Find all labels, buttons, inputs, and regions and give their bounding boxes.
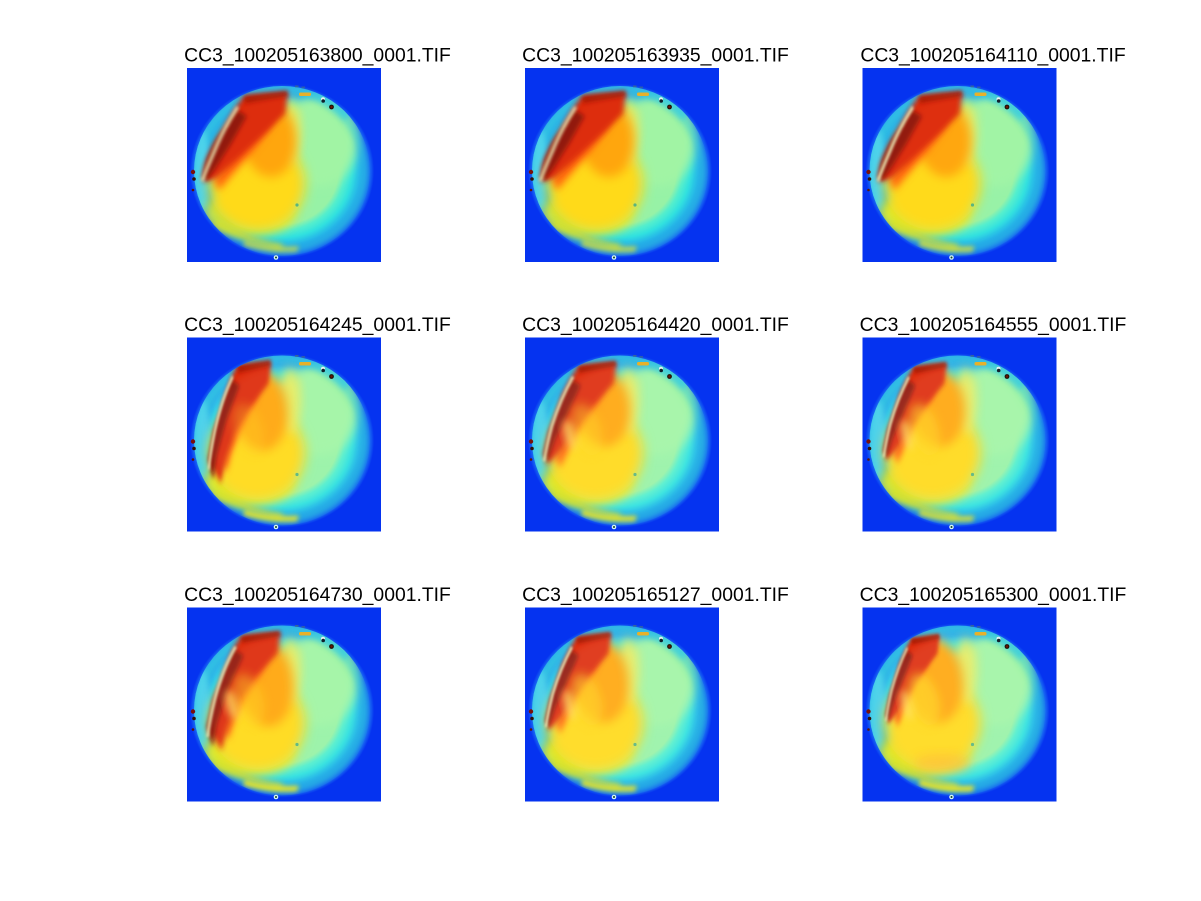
svg-text:CC3_100205164110_0001.TIF: CC3_100205164110_0001.TIF [860, 45, 1125, 67]
svg-text:CC3_100205164245_0001.TIF: CC3_100205164245_0001.TIF [184, 314, 451, 336]
svg-text:CC3_100205164730_0001.TIF: CC3_100205164730_0001.TIF [184, 584, 451, 606]
svg-text:CC3_100205165127_0001.TIF: CC3_100205165127_0001.TIF [522, 584, 789, 606]
svg-text:CC3_100205164555_0001.TIF: CC3_100205164555_0001.TIF [860, 314, 1127, 336]
svg-text:CC3_100205163935_0001.TIF: CC3_100205163935_0001.TIF [522, 45, 789, 67]
svg-text:CC3_100205165300_0001.TIF: CC3_100205165300_0001.TIF [860, 584, 1127, 606]
svg-text:CC3_100205164420_0001.TIF: CC3_100205164420_0001.TIF [522, 314, 789, 336]
svg-text:CC3_100205163800_0001.TIF: CC3_100205163800_0001.TIF [184, 45, 451, 67]
